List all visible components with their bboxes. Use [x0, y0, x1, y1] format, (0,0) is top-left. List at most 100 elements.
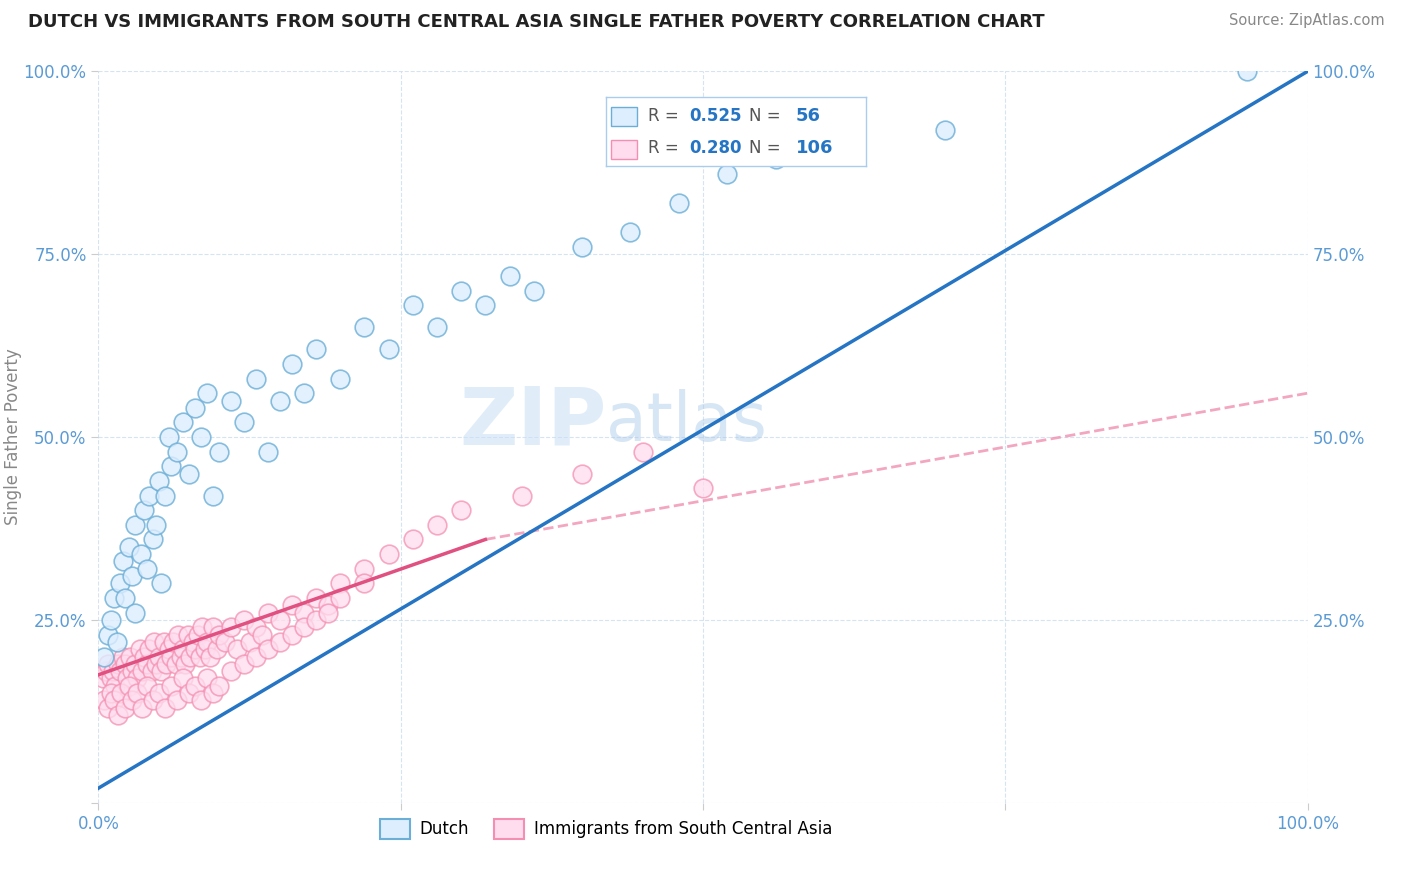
Point [165, 657, 187, 671]
Text: Source: ZipAtlas.com: Source: ZipAtlas.com [1229, 13, 1385, 29]
Point [103, 591, 125, 605]
Point [172, 642, 194, 657]
Point [169, 649, 191, 664]
Point [167, 627, 190, 641]
Legend: Dutch, Immigrants from South Central Asia: Dutch, Immigrants from South Central Asi… [373, 812, 839, 846]
Point [188, 649, 211, 664]
Point [128, 642, 150, 657]
Point [353, 320, 375, 334]
Point [619, 225, 641, 239]
Point [153, 700, 176, 714]
Point [157, 642, 180, 657]
Text: ZIP: ZIP [458, 384, 606, 461]
Point [329, 591, 352, 605]
Point [269, 613, 291, 627]
Point [114, 700, 136, 714]
Point [232, 613, 254, 627]
Point [191, 620, 214, 634]
Point [221, 664, 243, 678]
Point [160, 649, 183, 664]
Point [305, 591, 328, 605]
Point [134, 649, 156, 664]
Point [135, 657, 157, 671]
Point [135, 679, 157, 693]
Point [292, 620, 315, 634]
Point [305, 343, 328, 357]
Point [131, 664, 153, 678]
Point [190, 693, 212, 707]
Point [124, 606, 146, 620]
Point [202, 686, 225, 700]
Point [148, 686, 170, 700]
Point [281, 599, 304, 613]
Point [426, 517, 449, 532]
Point [179, 467, 201, 481]
Point [127, 672, 149, 686]
Point [172, 416, 194, 430]
Point [195, 672, 218, 686]
Point [195, 635, 218, 649]
Point [934, 123, 956, 137]
Point [162, 635, 184, 649]
Point [107, 708, 129, 723]
Point [202, 489, 225, 503]
Point [571, 240, 593, 254]
Point [187, 627, 209, 641]
Point [208, 679, 231, 693]
Point [256, 444, 278, 458]
Point [108, 576, 131, 591]
Point [281, 627, 304, 641]
Point [124, 517, 146, 532]
Point [208, 444, 231, 458]
Point [239, 635, 262, 649]
Point [1236, 64, 1258, 78]
Point [155, 657, 177, 671]
Point [181, 635, 204, 649]
Point [118, 649, 141, 664]
Point [111, 554, 134, 568]
Point [510, 489, 533, 503]
Point [93, 693, 115, 707]
Point [232, 416, 254, 430]
Point [124, 657, 146, 671]
Point [426, 320, 449, 334]
Point [94, 664, 117, 678]
Point [221, 620, 243, 634]
Point [118, 540, 141, 554]
Point [100, 672, 122, 686]
Point [668, 196, 690, 211]
Point [143, 635, 166, 649]
Point [269, 635, 291, 649]
Point [292, 386, 315, 401]
Point [138, 489, 160, 503]
Point [329, 576, 352, 591]
Point [97, 627, 120, 641]
Point [402, 298, 425, 312]
Point [97, 700, 120, 714]
Point [100, 686, 122, 700]
Point [117, 672, 139, 686]
Point [250, 627, 273, 641]
Point [226, 642, 249, 657]
Point [150, 664, 173, 678]
Point [184, 401, 207, 415]
Point [194, 642, 217, 657]
Point [145, 657, 167, 671]
Point [474, 298, 496, 312]
Point [450, 284, 472, 298]
Point [127, 686, 149, 700]
Point [316, 606, 339, 620]
Point [100, 613, 122, 627]
Point [121, 693, 143, 707]
Point [166, 693, 188, 707]
Point [184, 642, 207, 657]
Point [184, 679, 207, 693]
Point [214, 635, 236, 649]
Point [245, 620, 267, 634]
Point [232, 657, 254, 671]
Point [765, 152, 787, 166]
Point [118, 679, 141, 693]
Point [142, 693, 165, 707]
Point [292, 606, 315, 620]
Point [138, 642, 160, 657]
